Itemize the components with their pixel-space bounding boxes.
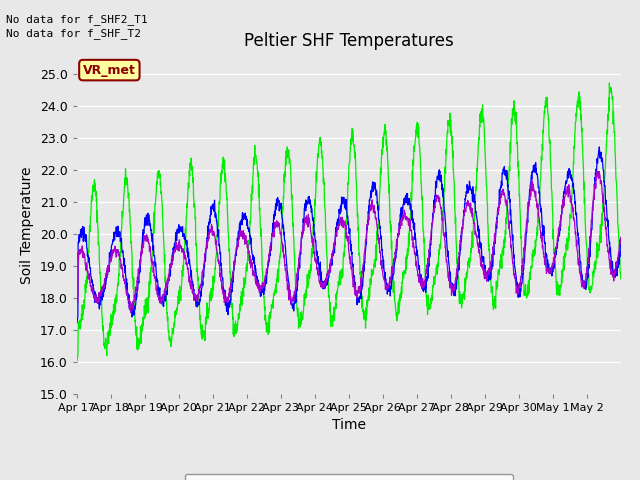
Line: pSHF_T3: pSHF_T3 [77,83,621,361]
Text: No data for f_SHF2_T1: No data for f_SHF2_T1 [6,13,148,24]
pSHF_T4 [601,183,609,189]
pSHF_T3 [73,359,81,364]
pSHF_T4 [602,192,609,198]
Line: pSHF_T4: pSHF_T4 [77,147,621,323]
Line: pSHF_T5: pSHF_T5 [77,171,621,312]
pSHF_T5 [595,168,602,174]
Y-axis label: Soil Temperature: Soil Temperature [20,167,35,284]
pSHF_T3 [323,253,331,259]
pSHF_T3 [617,276,625,282]
pSHF_T4 [73,320,81,326]
pSHF_T3 [501,228,509,234]
pSHF_T3 [601,172,609,178]
pSHF_T3 [605,80,613,86]
pSHF_T3 [337,267,345,273]
pSHF_T4 [323,276,331,282]
pSHF_T4 [337,205,345,211]
X-axis label: Time: Time [332,418,366,432]
Text: VR_met: VR_met [83,64,136,77]
pSHF_T5 [602,226,609,232]
pSHF_T5 [617,237,625,242]
pSHF_T5 [127,310,134,315]
pSHF_T5 [338,223,346,229]
Text: No data for f_SHF_T2: No data for f_SHF_T2 [6,28,141,39]
Title: Peltier SHF Temperatures: Peltier SHF Temperatures [244,33,454,50]
Legend: pSHF_T3, pSHF_T4, pSHF_T5: pSHF_T3, pSHF_T4, pSHF_T5 [185,474,513,480]
pSHF_T5 [602,219,609,225]
pSHF_T4 [617,239,625,245]
pSHF_T5 [100,276,108,282]
pSHF_T4 [595,144,603,150]
pSHF_T3 [100,342,108,348]
pSHF_T4 [100,287,108,293]
pSHF_T5 [73,301,81,307]
pSHF_T3 [601,174,609,180]
pSHF_T4 [501,172,509,178]
pSHF_T5 [323,271,331,276]
pSHF_T5 [502,200,509,205]
